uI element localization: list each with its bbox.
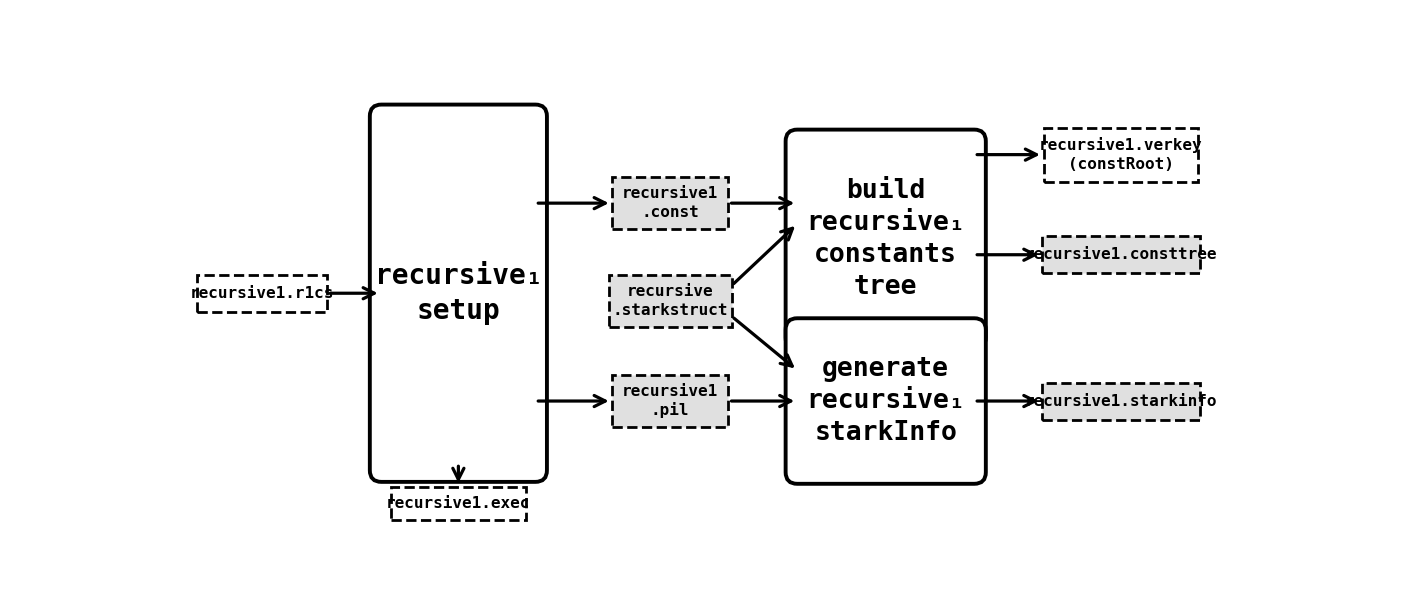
Text: build
recursive₁
constants
tree: build recursive₁ constants tree — [806, 178, 965, 300]
Text: recursive₁
setup: recursive₁ setup — [375, 262, 543, 324]
Text: recursive
.starkstruct: recursive .starkstruct — [612, 284, 728, 318]
Text: recursive1.verkey
(constRoot): recursive1.verkey (constRoot) — [1039, 137, 1202, 172]
Text: recursive1
.pil: recursive1 .pil — [622, 383, 718, 418]
FancyBboxPatch shape — [608, 275, 732, 327]
FancyBboxPatch shape — [1042, 236, 1199, 273]
Text: recursive1.starkinfo: recursive1.starkinfo — [1025, 394, 1216, 409]
FancyBboxPatch shape — [786, 318, 986, 484]
FancyBboxPatch shape — [1043, 128, 1198, 182]
Text: recursive1.r1cs: recursive1.r1cs — [190, 286, 334, 301]
FancyBboxPatch shape — [369, 105, 547, 482]
Text: recursive1.consttree: recursive1.consttree — [1025, 247, 1216, 262]
Text: recursive1.exec: recursive1.exec — [387, 496, 530, 511]
FancyBboxPatch shape — [391, 486, 526, 520]
FancyBboxPatch shape — [1042, 382, 1199, 420]
FancyBboxPatch shape — [786, 129, 986, 349]
Text: recursive1
.const: recursive1 .const — [622, 187, 718, 220]
FancyBboxPatch shape — [612, 177, 728, 229]
FancyBboxPatch shape — [196, 275, 327, 312]
Text: generate
recursive₁
starkInfo: generate recursive₁ starkInfo — [806, 356, 965, 446]
FancyBboxPatch shape — [612, 375, 728, 427]
